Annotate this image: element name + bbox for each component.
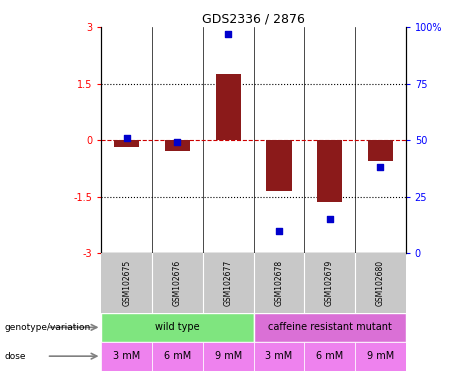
Text: 6 mM: 6 mM [316, 351, 343, 361]
Bar [101, 342, 152, 371]
Text: 9 mM: 9 mM [214, 351, 242, 361]
Bar [114, 140, 140, 147]
Text: dose: dose [5, 352, 26, 361]
Bar [152, 342, 203, 371]
Bar [165, 140, 190, 151]
Text: GSM102679: GSM102679 [325, 260, 334, 306]
Bar [254, 313, 406, 342]
Bar [317, 140, 342, 202]
Text: GSM102680: GSM102680 [376, 260, 385, 306]
Text: caffeine resistant mutant: caffeine resistant mutant [268, 322, 391, 333]
Text: wild type: wild type [155, 322, 200, 333]
Bar [368, 140, 393, 161]
Bar [203, 342, 254, 371]
Text: 3 mM: 3 mM [113, 351, 141, 361]
Point [225, 31, 232, 37]
Bar [355, 342, 406, 371]
Point [174, 139, 181, 146]
Text: GSM102677: GSM102677 [224, 260, 233, 306]
Text: genotype/variation: genotype/variation [5, 323, 91, 332]
Bar [101, 313, 254, 342]
Bar [216, 74, 241, 140]
Point [123, 135, 130, 141]
Text: GSM102678: GSM102678 [274, 260, 284, 306]
Title: GDS2336 / 2876: GDS2336 / 2876 [202, 13, 305, 26]
Point [326, 217, 333, 223]
Text: GSM102676: GSM102676 [173, 260, 182, 306]
Point [377, 164, 384, 170]
Text: 3 mM: 3 mM [265, 351, 293, 361]
Bar [304, 342, 355, 371]
Bar [254, 342, 304, 371]
Text: 6 mM: 6 mM [164, 351, 191, 361]
Text: GSM102675: GSM102675 [122, 260, 131, 306]
Bar [266, 140, 291, 191]
Text: 9 mM: 9 mM [366, 351, 394, 361]
Point [275, 228, 283, 234]
